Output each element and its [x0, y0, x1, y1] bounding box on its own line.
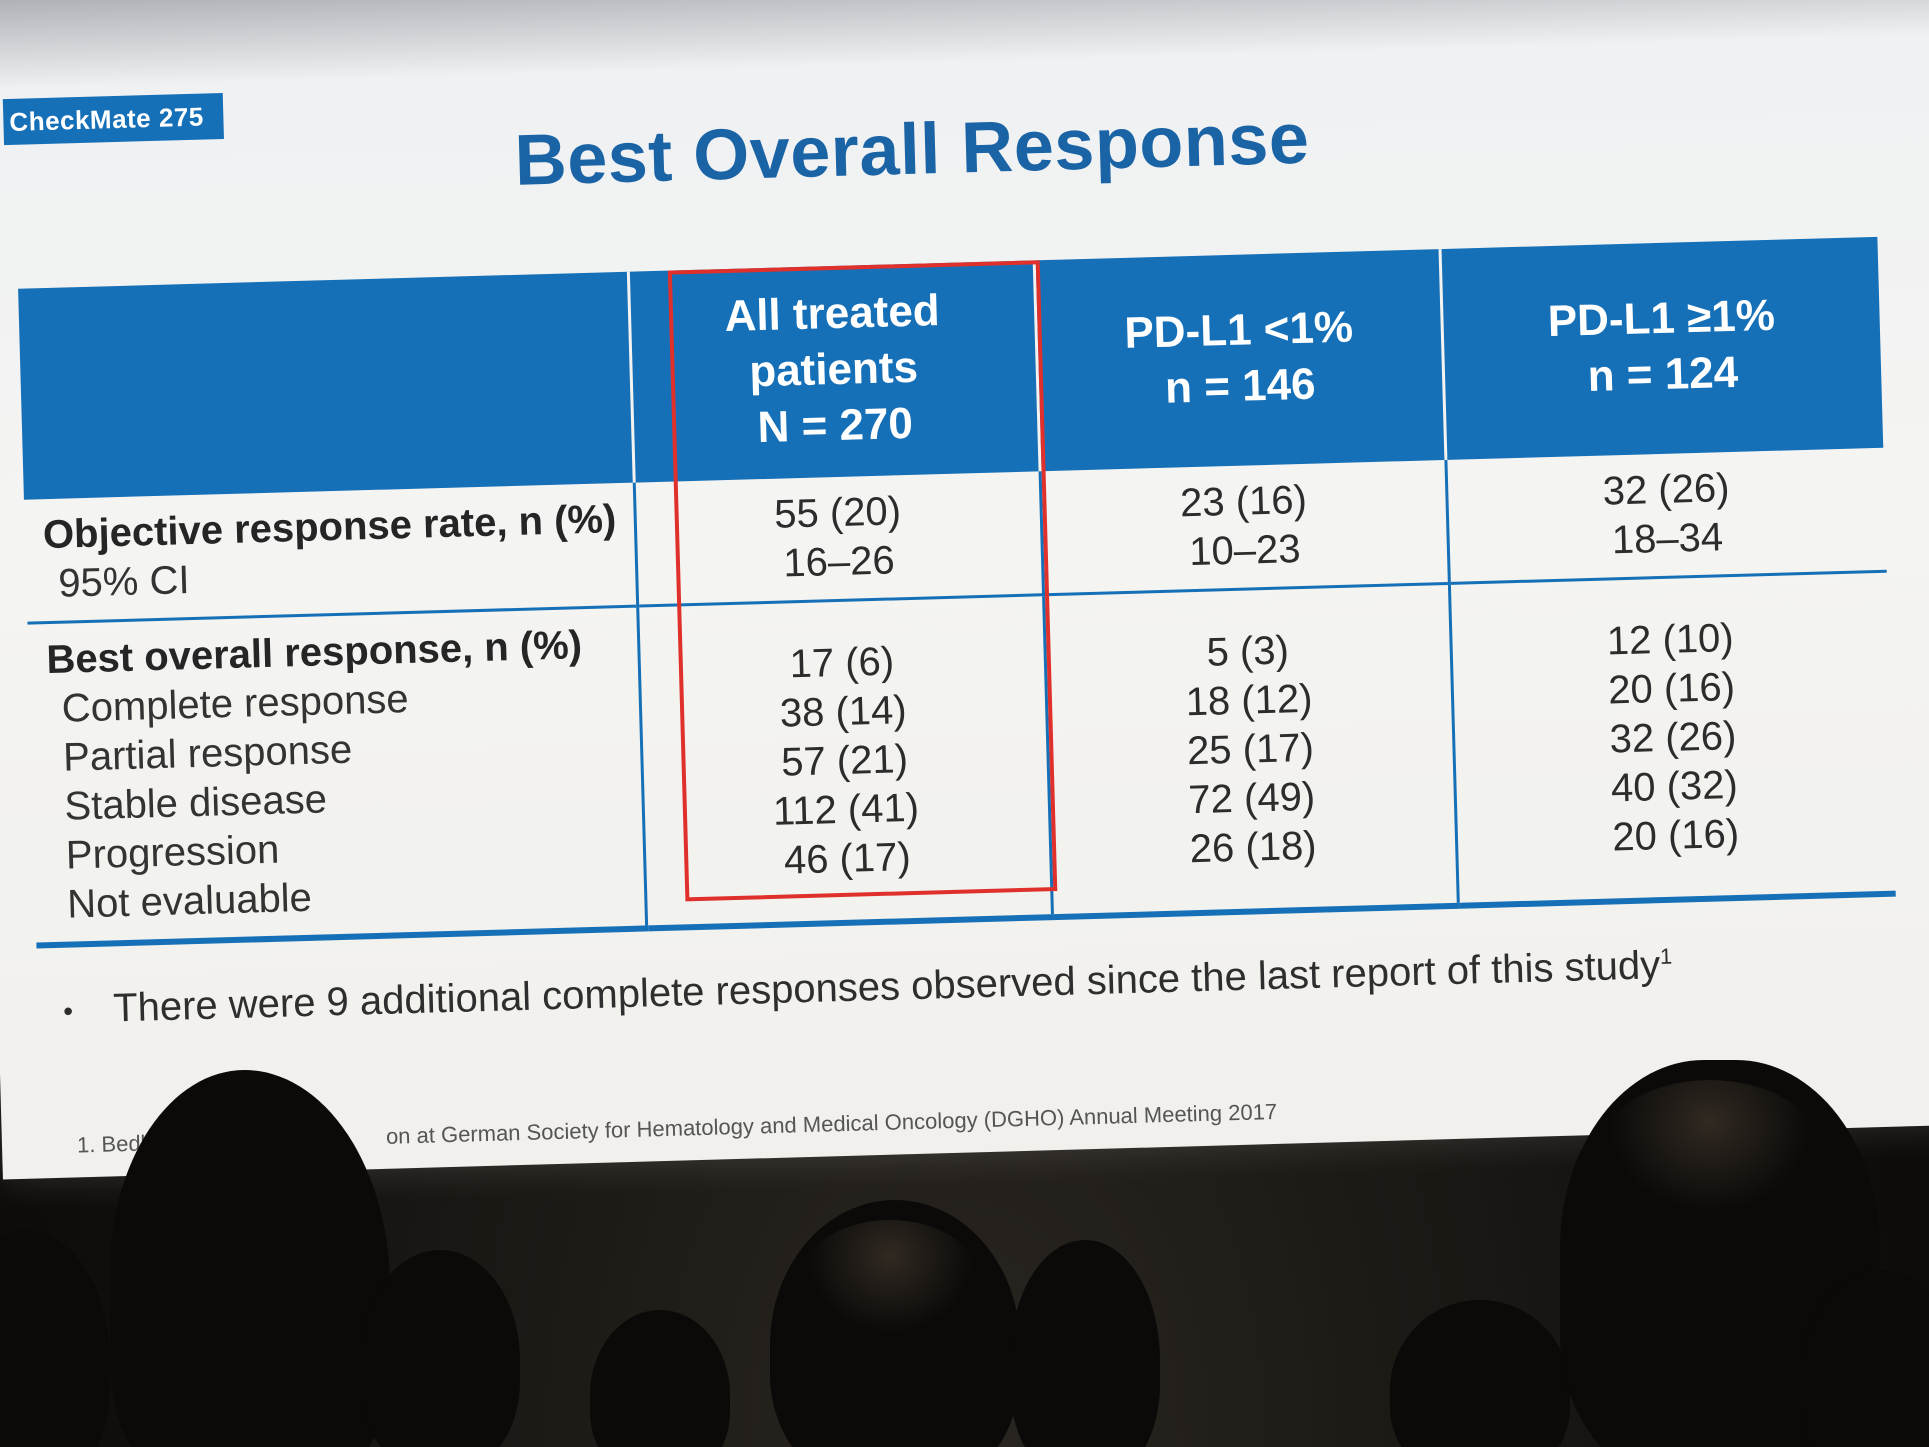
projected-slide: CheckMate 275 Best Overall Response All …	[0, 0, 1929, 1180]
hair-highlight	[800, 1220, 980, 1340]
response-table: All treated patients N = 270 PD-L1 <1% n…	[18, 236, 1896, 949]
cell-value: 16–26	[782, 538, 896, 586]
cell-value: 10–23	[1188, 527, 1302, 575]
bullet-point: • There were 9 additional complete respon…	[63, 943, 1673, 1033]
bullet-superscript: 1	[1659, 943, 1673, 969]
response-table-wrapper: All treated patients N = 270 PD-L1 <1% n…	[18, 236, 1896, 949]
bullet-text: There were 9 additional complete respons…	[112, 943, 1661, 1031]
header-line: n = 124	[1586, 347, 1739, 401]
row-label-cell: Best overall response, n (%) Complete re…	[27, 606, 647, 946]
value-cell: 32 (26) 18–34	[1445, 446, 1887, 584]
audience-head	[110, 1070, 390, 1447]
header-corner-cell	[18, 271, 634, 499]
cell-value: 20 (16)	[1611, 811, 1740, 859]
value-cell: 17 (6) 38 (14) 57 (21) 112 (41) 46 (17)	[637, 594, 1053, 929]
column-header-all-treated: All treated patients N = 270	[627, 260, 1040, 482]
audience-head	[1390, 1300, 1570, 1447]
cell-value: 26 (18)	[1189, 823, 1318, 871]
audience-head	[1010, 1240, 1160, 1447]
study-tag: CheckMate 275	[2, 92, 225, 146]
row-label-cell: Objective response rate, n (%) 95% CI	[23, 481, 638, 624]
bullet-dot-icon: •	[62, 995, 74, 1028]
value-cell: 12 (10) 20 (16) 32 (26) 40 (32) 20 (16)	[1448, 571, 1896, 906]
value-cell: 55 (20) 16–26	[633, 469, 1044, 607]
audience-head	[590, 1310, 730, 1447]
hair-highlight	[1600, 1080, 1820, 1220]
value-cell: 23 (16) 10–23	[1039, 458, 1449, 595]
header-line: N = 270	[756, 398, 914, 453]
header-line: n = 146	[1164, 359, 1317, 413]
column-header-pdl1-lt1: PD-L1 <1% n = 146	[1033, 249, 1446, 470]
value-cell: 5 (3) 18 (12) 25 (17) 72 (49) 26 (18)	[1043, 583, 1458, 918]
table-row-best-overall-response: Best overall response, n (%) Complete re…	[27, 571, 1896, 946]
slide-title: Best Overall Response	[513, 98, 1311, 201]
audience-head	[0, 1230, 110, 1447]
audience-head	[360, 1250, 520, 1447]
audience-head	[770, 1200, 1020, 1447]
cell-value: 18–34	[1611, 515, 1724, 563]
cell-value: 46 (17)	[783, 834, 912, 883]
footnote-end: on at German Society for Hematology and …	[385, 1098, 1278, 1149]
column-header-pdl1-ge1: PD-L1 ≥1% n = 124	[1439, 236, 1884, 459]
